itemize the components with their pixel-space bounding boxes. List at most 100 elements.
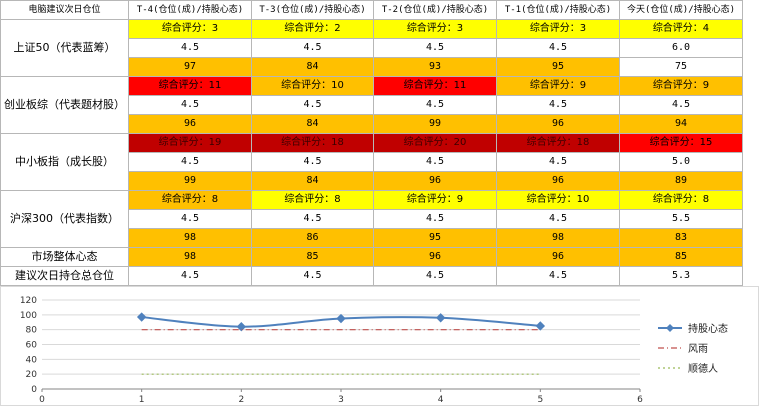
score-cell[interactable]: 综合评分：11 (373, 76, 497, 96)
market-cell[interactable]: 96 (496, 247, 620, 267)
index-name[interactable]: 上证50（代表蓝筹） (0, 19, 129, 77)
position-cell[interactable]: 4.5 (496, 38, 620, 58)
series-point (136, 312, 147, 322)
score-cell[interactable]: 综合评分：8 (128, 190, 252, 210)
position-cell[interactable]: 4.5 (373, 209, 497, 229)
mood-cell[interactable]: 89 (619, 171, 743, 191)
x-tick-label: 0 (39, 395, 45, 405)
score-cell[interactable]: 综合评分：10 (251, 76, 374, 96)
y-tick-label: 40 (26, 355, 38, 365)
mood-cell[interactable]: 96 (373, 171, 497, 191)
mood-cell[interactable]: 95 (496, 57, 620, 77)
column-header[interactable]: T-3(仓位(成)/持股心态) (251, 0, 374, 20)
column-header[interactable]: T-2(仓位(成)/持股心态) (373, 0, 497, 20)
market-cell[interactable]: 96 (373, 247, 497, 267)
mood-cell[interactable]: 84 (251, 114, 374, 134)
score-cell[interactable]: 综合评分：18 (251, 133, 374, 153)
score-row: 沪深300（代表指数） 综合评分：8 综合评分：8 综合评分：9 综合评分：10 综合评分… (0, 190, 743, 248)
score-cell[interactable]: 综合评分：3 (373, 19, 497, 39)
score-cell[interactable]: 综合评分：9 (619, 76, 743, 96)
mood-cell[interactable]: 99 (128, 171, 252, 191)
market-cell[interactable]: 85 (619, 247, 743, 267)
position-cell[interactable]: 5.5 (619, 209, 743, 229)
score-row: 中小板指（成长股） 综合评分：19 综合评分：18 综合评分：20 综合评分：18 综合评… (0, 133, 743, 191)
column-header[interactable]: T-4(仓位(成)/持股心态) (128, 0, 252, 20)
corner-header[interactable]: 电脑建议次日仓位 (0, 0, 129, 20)
mood-cell[interactable]: 96 (496, 114, 620, 134)
mood-cell[interactable]: 84 (251, 171, 374, 191)
score-cell[interactable]: 综合评分：2 (251, 19, 374, 39)
position-cell[interactable]: 4.5 (251, 38, 374, 58)
position-cell[interactable]: 4.5 (128, 38, 252, 58)
suggest-row: 建议次日持仓总仓位 4.5 4.5 4.5 4.5 5.3 (0, 266, 743, 286)
score-cell[interactable]: 综合评分：18 (496, 133, 620, 153)
mood-cell[interactable]: 97 (128, 57, 252, 77)
position-cell[interactable]: 4.5 (496, 95, 620, 115)
position-cell[interactable]: 4.5 (373, 95, 497, 115)
y-tick-label: 120 (20, 296, 37, 306)
score-cell[interactable]: 综合评分：11 (128, 76, 252, 96)
suggest-cell[interactable]: 4.5 (128, 266, 252, 286)
market-cell[interactable]: 98 (128, 247, 252, 267)
position-row: 4.5 4.5 4.5 4.5 5.0 (1, 152, 743, 172)
mood-cell[interactable]: 96 (496, 171, 620, 191)
position-cell[interactable]: 4.5 (128, 95, 252, 115)
suggest-cell[interactable]: 4.5 (251, 266, 374, 286)
score-cell[interactable]: 综合评分：19 (128, 133, 252, 153)
index-name[interactable]: 创业板综（代表题材股） (0, 76, 129, 134)
index-name[interactable]: 中小板指（成长股） (0, 133, 129, 191)
position-cell[interactable]: 4.5 (496, 209, 620, 229)
position-cell[interactable]: 4.5 (128, 209, 252, 229)
position-cell[interactable]: 4.5 (128, 152, 252, 172)
score-cell[interactable]: 综合评分：3 (496, 19, 620, 39)
column-header[interactable]: T-1(仓位(成)/持股心态) (496, 0, 620, 20)
mood-cell[interactable]: 93 (373, 57, 497, 77)
mood-cell[interactable]: 99 (373, 114, 497, 134)
score-cell[interactable]: 综合评分：8 (619, 190, 743, 210)
position-cell[interactable]: 4.5 (251, 152, 374, 172)
mood-cell[interactable]: 84 (251, 57, 374, 77)
mood-cell[interactable]: 96 (128, 114, 252, 134)
legend-label: 顺德人 (688, 362, 718, 375)
suggest-cell[interactable]: 4.5 (496, 266, 620, 286)
position-row: 4.5 4.5 4.5 4.5 4.5 (1, 95, 743, 115)
position-cell[interactable]: 5.0 (619, 152, 743, 172)
score-cell[interactable]: 综合评分：20 (373, 133, 497, 153)
mood-cell[interactable]: 86 (251, 228, 374, 248)
x-tick-label: 5 (537, 395, 543, 405)
x-tick-label: 2 (238, 395, 244, 405)
mood-cell[interactable]: 95 (373, 228, 497, 248)
market-cell[interactable]: 85 (251, 247, 374, 267)
score-cell[interactable]: 综合评分：3 (128, 19, 252, 39)
mood-cell[interactable]: 83 (619, 228, 743, 248)
series-point (236, 321, 247, 332)
position-cell[interactable]: 6.0 (619, 38, 743, 58)
suggest-label[interactable]: 建议次日持仓总仓位 (0, 266, 129, 286)
score-cell[interactable]: 综合评分：10 (496, 190, 620, 210)
suggest-cell[interactable]: 4.5 (373, 266, 497, 286)
index-name[interactable]: 沪深300（代表指数） (0, 190, 129, 248)
position-row: 4.5 4.5 4.5 4.5 5.5 (1, 209, 743, 229)
x-tick-label: 3 (338, 395, 344, 405)
x-tick-label: 1 (139, 395, 145, 405)
score-cell[interactable]: 综合评分：9 (373, 190, 497, 210)
score-cell[interactable]: 综合评分：9 (496, 76, 620, 96)
market-label[interactable]: 市场整体心态 (0, 247, 129, 267)
mood-cell[interactable]: 75 (619, 57, 743, 77)
position-cell[interactable]: 4.5 (496, 152, 620, 172)
position-cell[interactable]: 4.5 (373, 152, 497, 172)
score-cell[interactable]: 综合评分：15 (619, 133, 743, 153)
score-cell[interactable]: 综合评分：4 (619, 19, 743, 39)
suggest-cell[interactable]: 5.3 (619, 266, 743, 286)
mood-cell[interactable]: 94 (619, 114, 743, 134)
position-cell[interactable]: 4.5 (251, 209, 374, 229)
position-cell[interactable]: 4.5 (619, 95, 743, 115)
position-cell[interactable]: 4.5 (251, 95, 374, 115)
column-header[interactable]: 今天(仓位(成)/持股心态) (619, 0, 743, 20)
mood-cell[interactable]: 98 (496, 228, 620, 248)
position-cell[interactable]: 4.5 (373, 38, 497, 58)
score-cell[interactable]: 综合评分：8 (251, 190, 374, 210)
mood-cell[interactable]: 98 (128, 228, 252, 248)
